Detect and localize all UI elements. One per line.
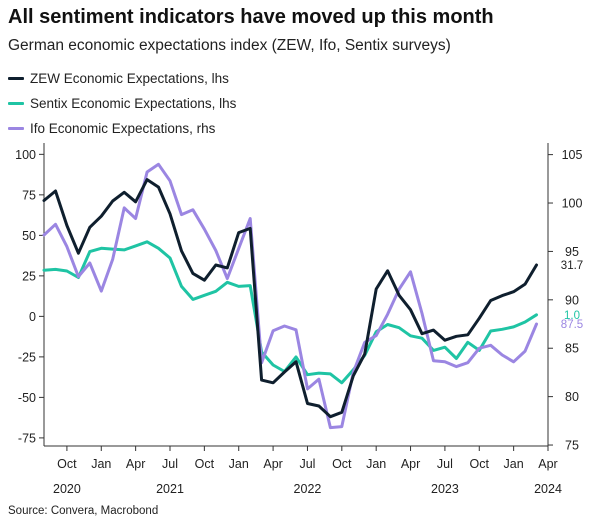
series-line-sentix bbox=[42, 240, 538, 385]
x-tick-label: Jul bbox=[299, 457, 315, 471]
y-right-tick-label: 100 bbox=[562, 197, 583, 211]
legend-swatch-zew bbox=[8, 77, 24, 80]
y-left-tick-label: 25 bbox=[22, 269, 36, 283]
y-right-tick-label: 95 bbox=[565, 245, 579, 259]
x-tick-label: Apr bbox=[263, 457, 282, 471]
x-year-label: 2023 bbox=[431, 482, 459, 496]
legend-swatch-sentix bbox=[8, 102, 24, 105]
x-tick-label: Jan bbox=[504, 457, 524, 471]
x-tick-label: Apr bbox=[401, 457, 420, 471]
end-label-ifo: 87.5 bbox=[561, 319, 583, 331]
x-tick-label: Oct bbox=[470, 457, 490, 471]
y-right-tick-label: 105 bbox=[562, 148, 583, 162]
y-left-tick-label: 50 bbox=[22, 229, 36, 243]
x-tick-label: Oct bbox=[195, 457, 215, 471]
end-label-sentix: 1.0 bbox=[564, 310, 580, 322]
y-right-tick-label: 85 bbox=[565, 342, 579, 356]
series-line-zew bbox=[42, 178, 538, 419]
y-left-tick-label: -25 bbox=[18, 350, 36, 364]
x-tick-label: Jan bbox=[366, 457, 386, 471]
x-tick-label: Jan bbox=[91, 457, 111, 471]
x-year-label: 2022 bbox=[294, 482, 322, 496]
y-right-tick-label: 90 bbox=[565, 293, 579, 307]
y-left-tick-label: -50 bbox=[18, 391, 36, 405]
y-left-tick-label: 0 bbox=[29, 310, 36, 324]
x-year-label: 2020 bbox=[53, 482, 81, 496]
x-tick-label: Jul bbox=[437, 457, 453, 471]
end-label-zew: 31.7 bbox=[561, 260, 583, 272]
chart-title: All sentiment indicators have moved up t… bbox=[8, 6, 494, 28]
legend-entry-ifo: Ifo Economic Expectations, rhs bbox=[8, 116, 236, 141]
x-tick-label: Apr bbox=[126, 457, 145, 471]
y-left-tick-label: -75 bbox=[18, 431, 36, 445]
x-tick-label: Jul bbox=[162, 457, 178, 471]
legend-label-ifo: Ifo Economic Expectations, rhs bbox=[30, 121, 216, 136]
x-tick-label: Oct bbox=[57, 457, 77, 471]
legend-label-sentix: Sentix Economic Expectations, lhs bbox=[30, 96, 237, 111]
series-line-ifo bbox=[42, 162, 538, 430]
legend-entry-zew: ZEW Economic Expectations, lhs bbox=[8, 66, 236, 91]
legend-swatch-ifo bbox=[8, 127, 24, 130]
x-year-label: 2021 bbox=[156, 482, 184, 496]
y-right-tick-label: 75 bbox=[565, 439, 579, 453]
legend-entry-sentix: Sentix Economic Expectations, lhs bbox=[8, 91, 236, 116]
x-tick-label: Apr bbox=[538, 457, 557, 471]
y-left-tick-label: 100 bbox=[15, 148, 36, 162]
chart-subtitle: German economic expectations index (ZEW,… bbox=[8, 37, 451, 54]
x-year-label: 2024 bbox=[534, 482, 562, 496]
legend-label-zew: ZEW Economic Expectations, lhs bbox=[30, 71, 229, 86]
source-note: Source: Convera, Macrobond bbox=[8, 505, 159, 517]
y-right-tick-label: 80 bbox=[565, 390, 579, 404]
y-left-tick-label: 75 bbox=[22, 188, 36, 202]
x-tick-label: Oct bbox=[332, 457, 352, 471]
chart-legend: ZEW Economic Expectations, lhs Sentix Ec… bbox=[8, 66, 236, 141]
x-tick-label: Jan bbox=[229, 457, 249, 471]
